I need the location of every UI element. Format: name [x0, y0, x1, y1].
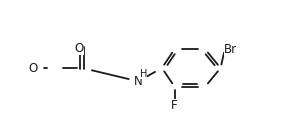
- Text: N: N: [134, 75, 143, 88]
- Text: Br: Br: [224, 43, 237, 56]
- Text: O: O: [29, 61, 38, 75]
- Text: O: O: [74, 41, 84, 55]
- Text: H: H: [140, 69, 147, 79]
- Text: F: F: [171, 99, 178, 112]
